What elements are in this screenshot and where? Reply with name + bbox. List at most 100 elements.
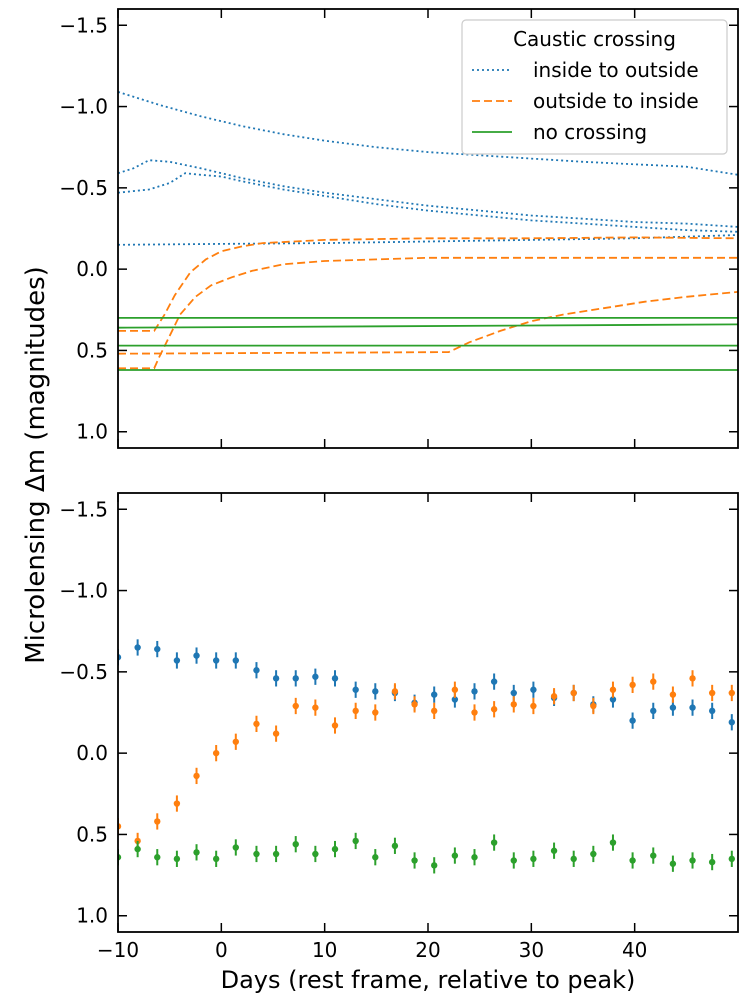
series-line-outside-to-inside-1: [118, 236, 738, 332]
data-point-inside-to-outside: [312, 673, 319, 680]
data-point-no-crossing: [609, 839, 617, 846]
y-tick-label: 0.5: [76, 822, 108, 846]
data-point-inside-to-outside: [352, 686, 359, 693]
data-point-no-crossing: [451, 852, 459, 859]
data-point-no-crossing: [331, 845, 339, 853]
data-point-inside-to-outside: [609, 696, 617, 703]
data-point-outside-to-inside: [550, 693, 558, 700]
legend-title: Caustic crossing: [513, 27, 676, 51]
legend-box: [461, 19, 728, 155]
data-point-no-crossing: [550, 847, 558, 854]
data-point-outside-to-inside: [510, 701, 517, 708]
bottom-plot-area: [118, 639, 735, 874]
data-point-no-crossing: [689, 857, 696, 864]
top-panel: −1.5 −1.0 −0.5 0.0 0.5 1.0 Caustic crossing ins…: [59, 8, 739, 449]
data-point-no-crossing: [272, 850, 280, 858]
data-point-no-crossing: [510, 857, 517, 864]
data-point-no-crossing: [530, 855, 537, 863]
data-point-inside-to-outside: [490, 678, 498, 685]
legend-label-outside-to-inside: outside to inside: [533, 89, 699, 113]
data-point-outside-to-inside: [253, 720, 260, 728]
data-point-inside-to-outside: [629, 717, 636, 724]
data-point-outside-to-inside: [629, 681, 636, 689]
data-point-outside-to-inside: [292, 702, 299, 710]
data-point-no-crossing: [650, 852, 657, 859]
y-tick-label: 1.0: [76, 904, 108, 928]
data-point-outside-to-inside: [431, 707, 438, 715]
series-line-outside-to-inside-3: [118, 291, 738, 355]
data-point-outside-to-inside: [570, 689, 577, 697]
data-point-inside-to-outside: [708, 707, 716, 715]
y-tick-label: −1.0: [59, 95, 108, 119]
data-point-no-crossing: [490, 839, 498, 846]
data-point-outside-to-inside: [212, 749, 220, 757]
data-point-no-crossing: [173, 855, 181, 863]
x-tick-label: 20: [415, 938, 440, 962]
data-point-no-crossing: [431, 862, 438, 869]
data-point-no-crossing: [312, 850, 319, 858]
data-point-inside-to-outside: [372, 688, 379, 695]
data-point-outside-to-inside: [352, 707, 359, 715]
data-point-no-crossing: [669, 860, 677, 867]
data-point-inside-to-outside: [154, 645, 161, 653]
data-point-no-crossing: [212, 855, 220, 863]
data-point-inside-to-outside: [134, 644, 141, 651]
series-line-inside-to-outside-1: [118, 91, 738, 176]
x-tick-label: 30: [519, 938, 544, 962]
data-point-outside-to-inside: [193, 772, 200, 780]
data-point-no-crossing: [292, 841, 299, 848]
data-point-outside-to-inside: [609, 686, 617, 693]
data-point-outside-to-inside: [411, 701, 418, 708]
data-point-outside-to-inside: [232, 738, 239, 745]
series-line-outside-to-inside-2: [118, 256, 738, 370]
data-point-no-crossing: [728, 855, 735, 863]
data-point-outside-to-inside: [154, 818, 161, 825]
y-axis-label: Microlensing Δm (magnitudes): [21, 266, 51, 664]
data-point-no-crossing: [193, 849, 200, 856]
data-point-outside-to-inside: [451, 686, 459, 693]
data-point-outside-to-inside: [689, 675, 696, 682]
legend-label-inside-to-outside: inside to outside: [533, 58, 699, 82]
top-plot-area: [118, 91, 738, 371]
data-point-no-crossing: [352, 837, 359, 845]
data-point-inside-to-outside: [689, 704, 696, 711]
y-tick-label: −0.5: [59, 660, 108, 684]
y-tick-label: −1.5: [59, 13, 108, 37]
legend-label-no-crossing: no crossing: [533, 120, 647, 144]
x-tick-label: −10: [97, 938, 139, 962]
data-point-outside-to-inside: [391, 688, 399, 695]
series-line-no-crossing-2: [118, 323, 738, 329]
data-point-inside-to-outside: [331, 675, 339, 682]
data-point-inside-to-outside: [272, 675, 280, 682]
data-point-no-crossing: [708, 858, 716, 866]
data-point-no-crossing: [411, 857, 418, 864]
data-point-no-crossing: [629, 857, 636, 864]
data-point-inside-to-outside: [530, 686, 537, 693]
data-point-no-crossing: [391, 842, 399, 850]
bottom-panel: −1.5 −1.0 −0.5 0.0 0.5 1.0 −10 0 10 20 30 40: [59, 492, 739, 962]
data-point-outside-to-inside: [490, 706, 498, 713]
data-point-no-crossing: [471, 854, 478, 861]
data-point-outside-to-inside: [669, 691, 677, 698]
data-point-inside-to-outside: [471, 688, 478, 695]
data-point-no-crossing: [570, 855, 577, 863]
data-point-no-crossing: [134, 845, 141, 853]
y-tick-label: 1.0: [76, 420, 108, 444]
legend: Caustic crossing inside to outside outside…: [461, 19, 728, 155]
data-point-inside-to-outside: [451, 696, 459, 703]
y-tick-label: −0.5: [59, 176, 108, 200]
data-point-inside-to-outside: [728, 719, 735, 726]
data-point-inside-to-outside: [253, 667, 260, 674]
data-point-outside-to-inside: [312, 704, 319, 711]
x-tick-label: 10: [312, 938, 337, 962]
data-point-no-crossing: [154, 854, 161, 861]
data-point-inside-to-outside: [510, 689, 517, 697]
y-tick-label: 0.5: [76, 338, 108, 362]
data-point-no-crossing: [232, 844, 239, 851]
series-line-inside-to-outside-2: [118, 159, 738, 228]
series-line-inside-to-outside-4: [118, 234, 738, 246]
x-axis-label: Days (rest frame, relative to peak): [221, 966, 636, 994]
x-tick-label: 40: [622, 938, 647, 962]
data-point-inside-to-outside: [193, 652, 200, 659]
